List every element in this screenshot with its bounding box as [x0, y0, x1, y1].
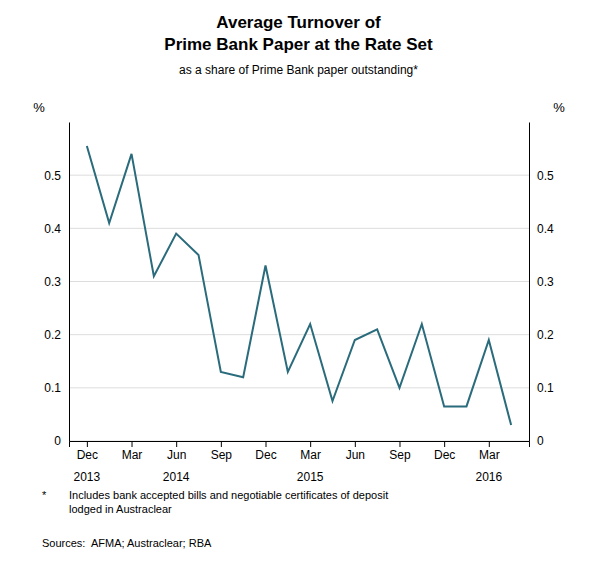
tick: Sep	[389, 441, 411, 462]
tick: 0	[54, 434, 69, 448]
tick-label: 0.1	[44, 381, 61, 395]
tick-label: 0	[54, 434, 61, 448]
tick-mark	[489, 441, 490, 447]
tick-label: Dec	[255, 448, 276, 462]
tick-mark	[399, 441, 400, 447]
tick-label: Jun	[167, 448, 186, 462]
tick: 0.1	[44, 381, 69, 395]
footnote-marker: *	[42, 489, 47, 501]
grid	[69, 175, 529, 441]
footnote: lodged in Austraclear	[69, 503, 172, 515]
tick: 0	[529, 434, 544, 448]
annotation: 2013	[74, 470, 101, 484]
x-axis: Dec Mar Jun Sep Dec Mar Jun Sep Dec Mar	[70, 441, 530, 462]
tick-label: 0.4	[44, 222, 61, 236]
tick: Mar	[122, 441, 143, 462]
tick-mark	[87, 441, 88, 447]
y-axis-label: %	[33, 100, 45, 115]
annotation: 2016	[475, 470, 502, 484]
tick: 0.5	[44, 169, 69, 183]
tick: Mar	[300, 441, 321, 462]
y2-axis: 0 0.1 0.2 0.3 0.4 0.5	[529, 123, 554, 449]
axis-line	[70, 442, 530, 448]
marks	[87, 146, 511, 425]
tick: 0.1	[529, 381, 554, 395]
grid-line	[69, 387, 529, 388]
tick: Jun	[346, 441, 365, 462]
subtitle: as a share of Prime Bank paper outstandi…	[179, 63, 418, 77]
tick-label: 0.4	[537, 222, 554, 236]
tick-mark	[221, 441, 222, 447]
tick: 0.2	[529, 328, 554, 342]
tick-label: 0.2	[44, 328, 61, 342]
tick: Dec	[434, 441, 455, 462]
y-axis: 0 0.1 0.2 0.3 0.4 0.5	[44, 123, 69, 449]
annotation: 2014	[163, 470, 190, 484]
axis-line	[69, 123, 70, 442]
grid-line	[69, 228, 529, 229]
tick-mark	[266, 441, 267, 447]
tick: Dec	[77, 441, 98, 462]
chart: Average Turnover of Prime Bank Paper at t…	[0, 0, 597, 565]
tick-label: 0.5	[537, 169, 554, 183]
plot: Dec Mar Jun Sep Dec Mar Jun Sep Dec Mar 2013 2014 20…	[33, 100, 565, 484]
source: Sources: AFMA; Austraclear; RBA	[42, 537, 212, 549]
tick: 0.4	[529, 222, 554, 236]
tick-label: 0.5	[44, 169, 61, 183]
tick: Mar	[479, 441, 500, 462]
tick-label: Dec	[434, 448, 455, 462]
tick: 0.3	[44, 275, 69, 289]
tick: Sep	[211, 441, 233, 462]
grid-line	[69, 334, 529, 335]
tick: Dec	[255, 441, 276, 462]
tick-mark	[310, 441, 311, 447]
tick-label: Mar	[122, 448, 143, 462]
tick: 0.2	[44, 328, 69, 342]
title: Prime Bank Paper at the Rate Set	[164, 35, 433, 54]
tick-label: 0.1	[537, 381, 554, 395]
tick: Jun	[167, 441, 186, 462]
tick-mark	[355, 441, 356, 447]
line	[87, 146, 511, 425]
tick-label: 0.3	[537, 275, 554, 289]
footnote: Includes bank accepted bills and negotia…	[69, 489, 388, 501]
tick-mark	[176, 441, 177, 447]
tick-mark	[444, 441, 445, 447]
title: Average Turnover of	[216, 13, 381, 32]
tick-label: Sep	[389, 448, 411, 462]
grid-line	[69, 281, 529, 282]
tick: 0.4	[44, 222, 69, 236]
tick: 0.3	[529, 275, 554, 289]
tick-label: Mar	[300, 448, 321, 462]
tick-label: 0.3	[44, 275, 61, 289]
y2-axis-label: %	[553, 100, 565, 115]
tick: 0.5	[529, 169, 554, 183]
tick-label: Sep	[211, 448, 233, 462]
tick-label: 0	[537, 434, 544, 448]
grid-line	[69, 175, 529, 176]
axis-line	[529, 123, 530, 442]
tick-label: Jun	[346, 448, 365, 462]
annotation: 2015	[297, 470, 324, 484]
tick-label: Mar	[479, 448, 500, 462]
tick-mark	[132, 441, 133, 447]
tick-label: 0.2	[537, 328, 554, 342]
tick-label: Dec	[77, 448, 98, 462]
